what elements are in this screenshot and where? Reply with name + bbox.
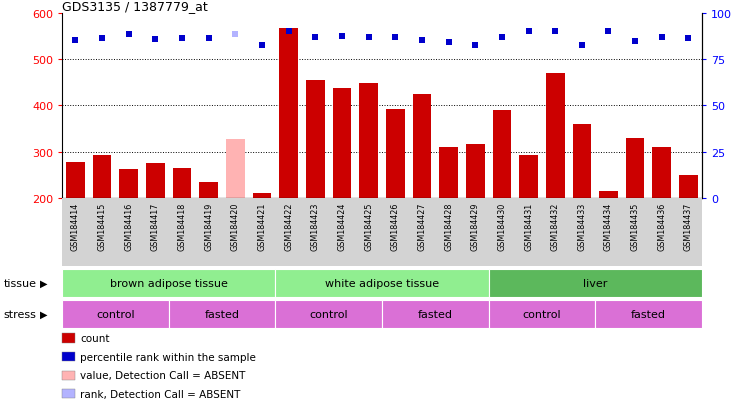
Text: GSM184433: GSM184433	[577, 202, 586, 250]
Text: GSM184425: GSM184425	[364, 202, 373, 250]
Text: GSM184423: GSM184423	[311, 202, 320, 250]
Bar	[595, 300, 702, 328]
Bar	[226, 140, 245, 199]
Bar	[439, 147, 458, 199]
Bar	[382, 300, 488, 328]
Bar	[488, 269, 702, 297]
Bar	[66, 163, 85, 199]
Text: GSM184431: GSM184431	[524, 202, 533, 250]
Text: GSM184432: GSM184432	[550, 202, 560, 250]
Text: fasted: fasted	[205, 309, 240, 319]
Text: GSM184420: GSM184420	[231, 202, 240, 250]
Text: GSM184428: GSM184428	[444, 202, 453, 250]
Bar	[62, 300, 169, 328]
Text: tissue: tissue	[4, 278, 37, 288]
Text: control: control	[309, 309, 348, 319]
Text: fasted: fasted	[631, 309, 666, 319]
Text: GSM184437: GSM184437	[684, 202, 693, 250]
Bar	[466, 145, 485, 199]
Text: GSM184430: GSM184430	[497, 202, 507, 250]
Bar	[653, 148, 671, 199]
Text: GSM184415: GSM184415	[98, 202, 107, 250]
Bar	[519, 156, 538, 199]
Text: GSM184429: GSM184429	[471, 202, 480, 250]
Text: fasted: fasted	[417, 309, 452, 319]
Text: ▶: ▶	[40, 309, 48, 319]
Text: GSM184427: GSM184427	[417, 202, 426, 250]
Bar	[253, 194, 271, 199]
Text: GSM184434: GSM184434	[604, 202, 613, 250]
Text: control: control	[96, 309, 135, 319]
Text: GSM184418: GSM184418	[178, 202, 186, 250]
Bar	[546, 74, 564, 199]
Text: rank, Detection Call = ABSENT: rank, Detection Call = ABSENT	[80, 389, 240, 399]
Bar	[386, 109, 404, 199]
Text: GSM184417: GSM184417	[151, 202, 160, 250]
Text: GDS3135 / 1387779_at: GDS3135 / 1387779_at	[62, 0, 208, 13]
Text: stress: stress	[4, 309, 37, 319]
Text: GSM184436: GSM184436	[657, 202, 666, 250]
Text: brown adipose tissue: brown adipose tissue	[110, 278, 227, 288]
Bar	[333, 89, 352, 199]
Text: GSM184424: GSM184424	[338, 202, 346, 250]
Bar	[493, 111, 511, 199]
Bar	[276, 300, 382, 328]
Bar	[488, 300, 595, 328]
Bar	[119, 169, 138, 199]
Bar	[360, 83, 378, 199]
Text: value, Detection Call = ABSENT: value, Detection Call = ABSENT	[80, 370, 246, 380]
Text: percentile rank within the sample: percentile rank within the sample	[80, 352, 257, 362]
Text: GSM184426: GSM184426	[391, 202, 400, 250]
Bar	[599, 192, 618, 199]
Text: ▶: ▶	[40, 278, 48, 288]
Bar	[146, 164, 164, 199]
Text: GSM184435: GSM184435	[631, 202, 640, 250]
Text: liver: liver	[583, 278, 607, 288]
Bar	[62, 269, 276, 297]
Text: count: count	[80, 333, 110, 343]
Bar	[200, 183, 218, 199]
Bar	[276, 269, 488, 297]
Bar	[173, 169, 192, 199]
Bar	[306, 81, 325, 199]
Text: GSM184421: GSM184421	[257, 202, 267, 250]
Bar	[626, 138, 645, 199]
Text: control: control	[523, 309, 561, 319]
Text: GSM184422: GSM184422	[284, 202, 293, 250]
Bar	[412, 95, 431, 199]
Bar	[279, 28, 298, 199]
Text: GSM184416: GSM184416	[124, 202, 133, 250]
Text: white adipose tissue: white adipose tissue	[325, 278, 439, 288]
Bar	[679, 176, 698, 199]
Text: GSM184419: GSM184419	[204, 202, 213, 250]
Bar	[572, 125, 591, 199]
Bar	[169, 300, 276, 328]
Bar	[93, 156, 111, 199]
Text: GSM184414: GSM184414	[71, 202, 80, 250]
